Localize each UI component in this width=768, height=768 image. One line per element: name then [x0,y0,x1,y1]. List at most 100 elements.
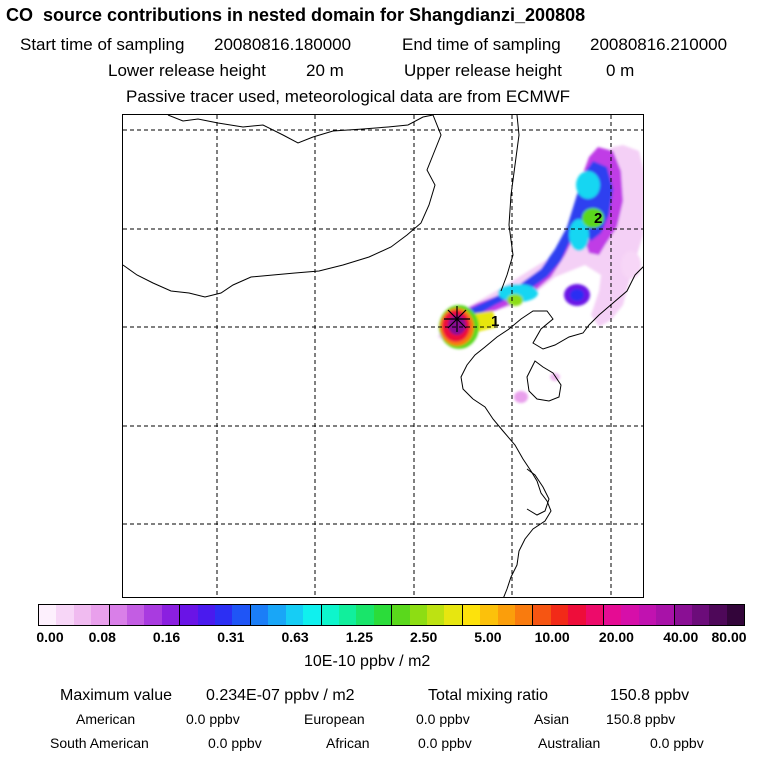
plume-faint-2 [550,373,560,381]
colorbar-swatch [409,605,427,625]
coastline-islands [526,468,550,516]
colorbar-swatch [215,605,233,625]
region-american-name: American [76,711,136,727]
colorbar-tick-label: 5.00 [474,629,502,645]
total-mixing-label: Total mixing ratio [428,687,549,704]
tracer-note: Passive tracer used, meteorological data… [126,87,571,106]
colorbar-tick-label: 40.00 [663,629,699,645]
region-american-value: 0.0 ppbv [186,711,240,727]
start-time-value: 20080816.180000 [214,35,352,54]
region-australian-value: 0.0 ppbv [650,735,704,751]
colorbar-swatch [426,605,445,625]
colorbar-swatch [514,605,534,625]
colorbar-tick-label: 80.00 [711,629,747,645]
colorbar-swatch [497,605,515,625]
colorbar-swatch [268,605,286,625]
region-asian-name: Asian [534,711,570,727]
upper-height-value: 0 m [606,61,635,80]
region-australian-name: Australian [538,735,601,751]
colorbar-swatch [73,605,92,625]
colorbar [38,604,745,626]
colorbar-tick-label: 0.00 [36,629,64,645]
colorbar-swatch [39,605,57,625]
map-panel: 1 2 [122,114,644,598]
colorbar-swatch [462,605,481,625]
coastline-north-border [167,115,434,144]
max-value: 0.234E-07 ppbv / m2 [206,687,355,704]
colorbar-swatch [692,605,710,625]
max-value-label: Maximum value [60,687,173,704]
plot-title: CO source contributions in nested domain… [6,5,586,25]
plume-green-mid [507,294,523,306]
marker-1-label: 1 [491,313,499,330]
end-time-label: End time of sampling [402,35,561,54]
colorbar-swatch [480,605,498,625]
colorbar-swatch [232,605,251,625]
coastline-south [472,398,552,597]
total-mixing-value: 150.8 ppbv [610,687,690,704]
colorbar-swatch [56,605,74,625]
coastlines [123,115,643,597]
region-south-american-value: 0.0 ppbv [208,735,262,751]
colorbar-swatch [127,605,145,625]
coastline-inner [500,115,520,292]
colorbar-swatch [91,605,110,625]
colorbar-tick-label: 0.16 [152,629,181,645]
colorbar-swatch [250,605,269,625]
coastline-east [460,266,643,400]
colorbar-swatch [638,605,657,625]
lower-height-value: 20 m [306,61,344,80]
colorbar-tick-label: 0.31 [217,629,245,645]
colorbar-swatch [109,605,128,625]
map-canvas: 1 2 [123,115,643,597]
coastline-peninsula [526,360,562,402]
colorbar-swatch [585,605,604,625]
colorbar-swatch [709,605,727,625]
plume-faint-3 [621,251,641,279]
region-african-value: 0.0 ppbv [418,735,472,751]
plume-green-2 [582,208,604,228]
plume-faint-1 [514,391,528,403]
colorbar-swatch [726,605,745,625]
plume-isolated-core [570,289,584,301]
colorbar-tick-label: 0.08 [88,629,116,645]
colorbar-swatch [604,605,622,625]
start-time-label: Start time of sampling [20,35,185,54]
coastline-mountains [123,115,442,298]
colorbar-swatch [285,605,304,625]
end-time-value: 20080816.210000 [590,35,728,54]
upper-height-label: Upper release height [404,61,562,80]
colorbar-swatch [303,605,322,625]
colorbar-tick-label: 2.50 [410,629,438,645]
colorbar-swatch [533,605,551,625]
colorbar-tick-label: 20.00 [598,629,634,645]
colorbar-swatch [621,605,639,625]
region-asian-value: 150.8 ppbv [606,711,676,727]
region-south-american-name: South American [50,735,149,751]
colorbar-swatch [197,605,216,625]
colorbar-swatch [568,605,586,625]
receptor-star-icon [444,306,470,332]
colorbar-swatch [356,605,374,625]
colorbar-swatch [180,605,198,625]
colorbar-swatch [674,605,693,625]
region-african-name: African [326,735,370,751]
lower-height-label: Lower release height [108,61,266,80]
colorbar-swatch [373,605,393,625]
colorbar-swatch [161,605,181,625]
colorbar-tick-label: 1.25 [345,629,373,645]
grid-lines [123,115,643,597]
colorbar-swatch [392,605,410,625]
plume-cyan-upper [576,171,600,199]
region-european-name: European [304,711,365,727]
plume-cyan-lower [569,219,589,251]
plume [438,145,643,403]
colorbar-swatch [144,605,162,625]
region-european-value: 0.0 ppbv [416,711,470,727]
marker-2-label: 2 [594,210,602,227]
colorbar-swatch [321,605,339,625]
colorbar-swatch [444,605,463,625]
colorbar-swatch [338,605,357,625]
colorbar-unit: 10E-10 ppbv / m2 [304,653,431,670]
colorbar-tick-label: 0.63 [281,629,309,645]
